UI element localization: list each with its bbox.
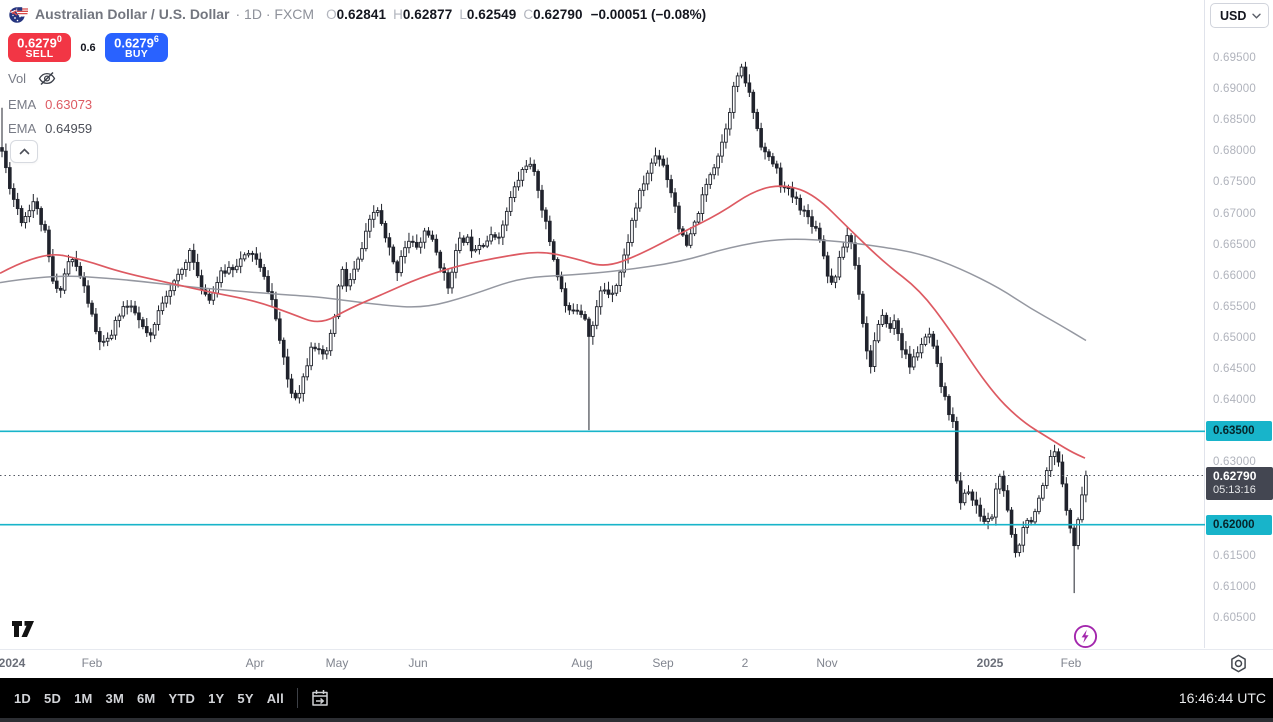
price-tick-label: 0.64000 (1213, 394, 1256, 407)
range-button-1d[interactable]: 1D (14, 690, 32, 706)
time-tick-label[interactable]: Jun (408, 656, 428, 670)
range-button-5y[interactable]: 5Y (237, 690, 254, 706)
time-tick-label[interactable]: Apr (245, 656, 265, 670)
price-tick-label: 0.64500 (1213, 363, 1256, 376)
range-button-6m[interactable]: 6M (137, 690, 156, 706)
aud-usd-flag-icon (8, 3, 29, 25)
time-tick-label[interactable]: Nov (816, 656, 838, 670)
price-tick-label: 0.66000 (1213, 269, 1256, 282)
low-value: 0.62549 (466, 6, 517, 22)
settings-gear-icon[interactable] (1228, 653, 1249, 679)
toolbar-divider (296, 688, 298, 708)
change-readout: −0.00051 (−0.08%) (590, 6, 707, 22)
open-value: 0.62841 (336, 6, 387, 22)
high-value: 0.62877 (402, 6, 453, 22)
range-button-3m[interactable]: 3M (105, 690, 124, 706)
price-tick-label: 0.65500 (1213, 300, 1256, 313)
time-tick-label[interactable]: 2025 (976, 656, 1004, 670)
price-tick-label: 0.61500 (1213, 549, 1256, 562)
time-axis[interactable]: 2024 Feb Apr May Jun Aug Sep 2 Nov 2025 Feb (0, 649, 1273, 678)
chart-plot-area[interactable]: Australian Dollar / U.S. Dollar · 1D · F… (0, 0, 1205, 649)
candlestick-chart[interactable] (0, 0, 1205, 648)
price-tick-label: 0.69000 (1213, 83, 1256, 96)
time-tick-label[interactable]: Feb (81, 656, 103, 670)
ema-fast-legend-row: EMA 0.63073 (8, 97, 92, 112)
eye-off-icon[interactable] (38, 71, 56, 86)
volume-legend-row: Vol (8, 71, 56, 86)
currency-value: USD (1220, 8, 1247, 23)
utc-clock: 16:46:44 UTC (1178, 690, 1266, 706)
chevron-down-icon (1252, 13, 1261, 19)
buy-button[interactable]: 0.62796 BUY (105, 33, 168, 62)
lightning-icon[interactable] (1073, 624, 1098, 654)
ohlc-readout: O0.62841 H0.62877 L0.62549 C0.62790 (326, 6, 583, 22)
volume-label[interactable]: Vol (8, 71, 27, 86)
sell-button[interactable]: 0.62790 SELL (8, 33, 71, 62)
symbol-title[interactable]: Australian Dollar / U.S. Dollar (35, 6, 230, 22)
time-tick-label[interactable]: Aug (571, 656, 593, 670)
close-value: 0.62790 (533, 6, 583, 22)
chevron-up-icon (19, 148, 29, 155)
price-tick-label: 0.66500 (1213, 238, 1256, 251)
range-button-5d[interactable]: 5D (44, 690, 62, 706)
time-tick-label[interactable]: May (325, 656, 349, 670)
range-button-1m[interactable]: 1M (74, 690, 93, 706)
tradingview-logo[interactable] (11, 618, 38, 645)
legend-collapse-button[interactable] (10, 140, 38, 163)
date-range-buttons: 1D 5D 1M 3M 6M YTD 1Y 5Y All (14, 691, 284, 706)
price-tick-label: 0.68500 (1213, 114, 1256, 127)
ema-slow-value: 0.64959 (45, 121, 93, 136)
range-button-ytd[interactable]: YTD (168, 690, 196, 706)
bar-countdown: 05:13:16 (1213, 483, 1256, 496)
order-panel: 0.62790 SELL 0.6 0.62796 BUY (8, 33, 168, 62)
price-tick-label: 0.63000 (1213, 456, 1256, 469)
symbol-header: Australian Dollar / U.S. Dollar · 1D · F… (8, 0, 706, 28)
ema-slow-label[interactable]: EMA (8, 121, 37, 136)
price-axis[interactable]: USD 0.69500 0.69000 0.68500 0.68000 0.67500 0… (1206, 0, 1273, 648)
spread-value: 0.6 (80, 41, 96, 54)
support-level-label: 0.63500 (1206, 421, 1272, 442)
bottom-toolbar: 1D 5D 1M 3M 6M YTD 1Y 5Y All 16:46:44 UTC (0, 678, 1273, 722)
currency-dropdown[interactable]: USD (1210, 3, 1269, 28)
symbol-meta[interactable]: · 1D · FXCM (235, 6, 315, 22)
price-tick-label: 0.61000 (1213, 580, 1256, 593)
go-to-date-icon[interactable] (309, 687, 331, 709)
ema-fast-value: 0.63073 (45, 97, 93, 112)
time-tick-label[interactable]: 2024 (0, 656, 26, 670)
time-tick-label[interactable]: Sep (652, 656, 674, 670)
last-price-value: 0.62790 (1213, 469, 1257, 484)
price-tick-label: 0.60500 (1213, 612, 1256, 624)
ema-fast-label[interactable]: EMA (8, 97, 37, 112)
ema-slow-legend-row: EMA 0.64959 (8, 121, 92, 136)
last-price-label: 0.62790 05:13:16 (1206, 466, 1273, 500)
support-level-label: 0.62000 (1206, 514, 1272, 535)
time-tick-label[interactable]: 2 (741, 656, 749, 670)
range-button-all[interactable]: All (266, 690, 284, 706)
price-tick-label: 0.68000 (1213, 145, 1256, 158)
range-button-1y[interactable]: 1Y (208, 690, 225, 706)
price-tick-label: 0.67500 (1213, 176, 1256, 189)
price-tick-label: 0.67000 (1213, 207, 1256, 220)
price-tick-label: 0.69500 (1213, 52, 1256, 64)
price-tick-label: 0.65000 (1213, 332, 1256, 344)
time-tick-label[interactable]: Feb (1060, 656, 1082, 670)
